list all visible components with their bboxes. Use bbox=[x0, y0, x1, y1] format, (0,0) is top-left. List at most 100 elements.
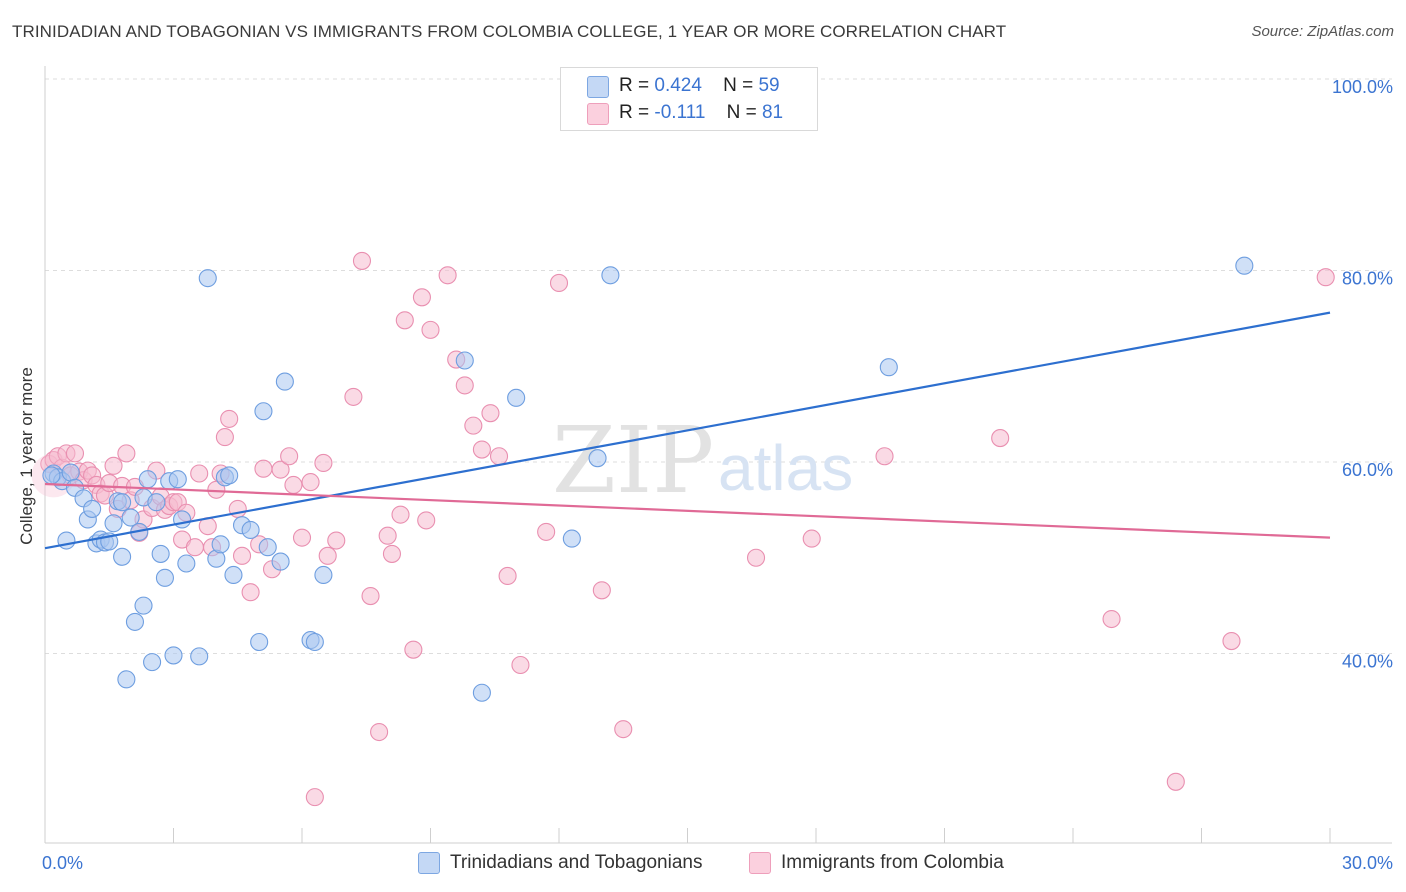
trinidadian-point bbox=[314, 565, 333, 585]
colombia-point bbox=[746, 548, 766, 567]
colombia-point bbox=[537, 522, 556, 541]
colombia-point bbox=[802, 529, 821, 548]
colombia-point bbox=[117, 444, 136, 463]
x-tick-label-max: 30.0% bbox=[1342, 853, 1393, 873]
colombia-point bbox=[352, 251, 372, 270]
colombia-point bbox=[481, 404, 500, 423]
bottom-legend-label-blue: Trinidadians and Tobagonians bbox=[450, 852, 703, 873]
colombia-point bbox=[614, 720, 633, 739]
colombia-point bbox=[875, 447, 894, 466]
legend-n-value: 59 bbox=[758, 75, 780, 96]
trinidadian-point bbox=[305, 632, 324, 652]
colombia-point bbox=[464, 416, 483, 435]
colombia-point bbox=[404, 640, 423, 659]
y-tick-label: 80.0% bbox=[1342, 269, 1393, 289]
tick-labels: 40.0% 60.0% 80.0% 100.0% 0.0% 30.0% bbox=[42, 77, 1393, 873]
trinidadian-point bbox=[250, 632, 269, 652]
grid-lines bbox=[45, 78, 1392, 654]
trinidadian-point bbox=[61, 463, 80, 482]
trinidadian-point bbox=[151, 544, 170, 563]
trend-line-colombia bbox=[44, 482, 1331, 539]
trinidadian-point bbox=[507, 388, 526, 407]
colombia-point bbox=[370, 722, 389, 742]
colombia-point bbox=[271, 460, 290, 479]
trinidadian-point bbox=[121, 508, 140, 527]
bottom-legend-swatch-blue bbox=[418, 852, 440, 874]
colombia-point bbox=[305, 788, 324, 807]
legend-swatch-pink bbox=[587, 103, 609, 125]
colombia-point bbox=[592, 581, 611, 600]
bottom-legend-swatch-pink bbox=[749, 852, 771, 874]
colombia-point bbox=[498, 566, 517, 585]
colombia-point bbox=[1316, 268, 1335, 287]
colombia-point bbox=[314, 453, 333, 473]
trinidadian-point bbox=[164, 646, 183, 665]
colombia-point bbox=[220, 409, 239, 428]
colombia-point bbox=[284, 475, 303, 495]
legend-swatch-blue bbox=[587, 76, 609, 98]
trinidadian-point bbox=[83, 499, 102, 518]
watermark-atlas: atlas bbox=[718, 432, 853, 504]
trinidadian-point bbox=[601, 266, 620, 285]
watermark: ZIP atlas bbox=[552, 407, 853, 514]
trinidadian-point bbox=[241, 520, 260, 540]
trinidadian-point bbox=[104, 514, 123, 533]
trinidadian-point bbox=[1235, 256, 1254, 275]
trinidadian-point bbox=[134, 596, 153, 615]
trinidadian-point bbox=[57, 531, 76, 550]
colombia-point bbox=[511, 655, 530, 675]
colombia-point bbox=[391, 505, 410, 524]
colombia-point bbox=[1166, 772, 1185, 791]
trinidadian-point bbox=[173, 510, 192, 529]
trinidadian-point bbox=[125, 612, 144, 631]
watermark-zip: ZIP bbox=[552, 407, 714, 514]
trinidadian-point bbox=[113, 493, 132, 512]
correlation-legend: R = 0.424 N = 59 R = -0.111 N = 81 bbox=[560, 67, 818, 131]
legend-r-value: 0.424 bbox=[654, 75, 702, 96]
series-trinidadians-and-tobagonians bbox=[42, 256, 1254, 702]
trinidadian-point bbox=[147, 493, 166, 512]
colombia-point bbox=[1102, 609, 1121, 629]
x-tick-label-min: 0.0% bbox=[42, 853, 83, 873]
colombia-point bbox=[104, 456, 123, 475]
colombia-point bbox=[378, 526, 397, 545]
trinidadian-point bbox=[224, 565, 243, 585]
trinidadian-point bbox=[258, 538, 277, 557]
trinidadian-point bbox=[562, 529, 581, 548]
trinidadian-point bbox=[275, 372, 294, 391]
trinidadian-point bbox=[879, 358, 898, 377]
colombia-point bbox=[215, 428, 234, 447]
trinidadian-point bbox=[198, 269, 217, 288]
colombia-point bbox=[382, 544, 402, 563]
colombia-point bbox=[185, 538, 204, 557]
trinidadian-point bbox=[254, 402, 273, 421]
colombia-point bbox=[280, 447, 299, 466]
y-axis-label: College, 1 year or more bbox=[17, 367, 36, 545]
axes bbox=[44, 66, 1392, 844]
colombia-point bbox=[489, 447, 509, 466]
colombia-point bbox=[438, 266, 457, 285]
legend-n-label: N = bbox=[723, 75, 754, 96]
trinidadian-point bbox=[190, 647, 209, 666]
colombia-point bbox=[292, 528, 312, 547]
trinidadian-point bbox=[211, 535, 230, 554]
trinidadian-point bbox=[588, 449, 607, 468]
legend-r-label: R = bbox=[619, 75, 650, 96]
trinidadian-point bbox=[168, 470, 187, 489]
legend-n-value: 81 bbox=[761, 102, 784, 123]
trinidadian-point bbox=[472, 683, 491, 702]
colombia-point bbox=[318, 546, 337, 565]
y-tick-label: 40.0% bbox=[1342, 652, 1393, 672]
trinidadian-point bbox=[220, 466, 239, 485]
colombia-point bbox=[327, 531, 346, 550]
trinidadian-point bbox=[177, 554, 196, 573]
colombia-point bbox=[395, 311, 414, 330]
legend-row-pink-text: R = -0.111 N = 81 bbox=[619, 102, 783, 124]
colombia-point bbox=[232, 546, 252, 565]
colombia-point bbox=[421, 320, 440, 339]
colombia-point bbox=[472, 440, 491, 459]
trinidadian-point bbox=[271, 552, 290, 571]
legend-r-label: R = bbox=[619, 102, 650, 123]
trend-lines bbox=[44, 311, 1331, 550]
